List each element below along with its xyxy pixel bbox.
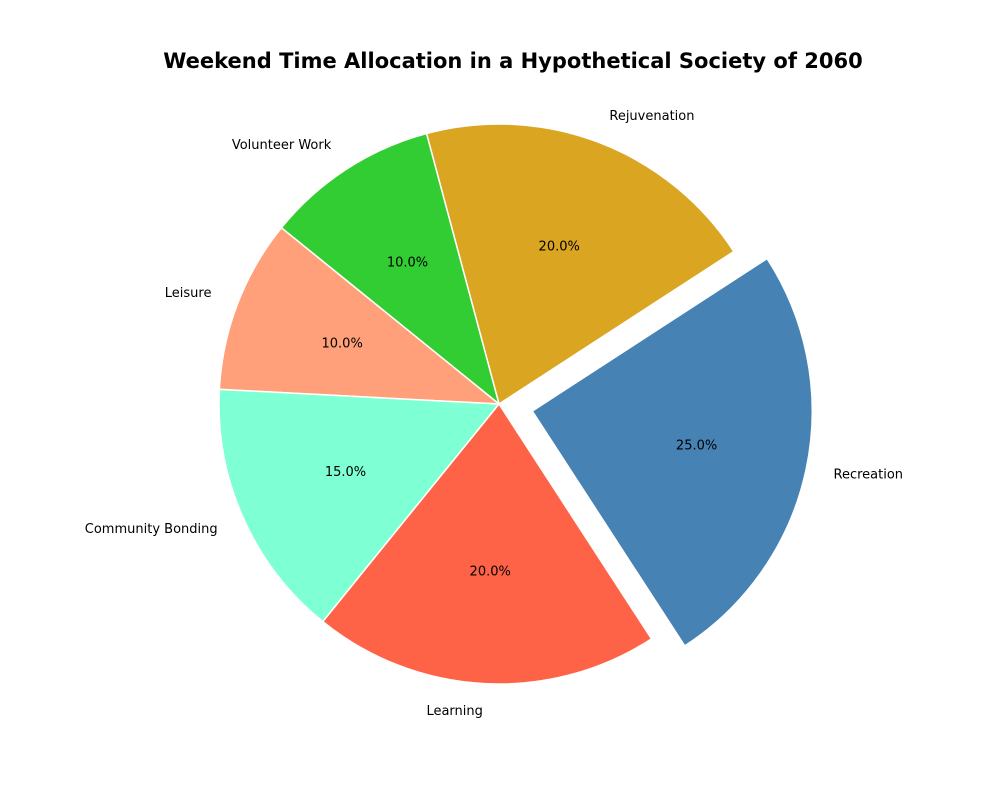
pie-slice-leisure [218, 226, 502, 405]
pie-slice-rejuvenation [425, 123, 735, 406]
pie-labels: Recreation 25.0% Rejuvenation 20.0% Voluntee… [85, 109, 903, 719]
pct-label-learning: 20.0% [470, 564, 511, 579]
pct-label-rejuvenation: 20.0% [539, 240, 580, 255]
pct-label-leisure: 10.0% [322, 336, 363, 351]
slice-label-community-bonding: Community Bonding [85, 522, 218, 537]
pie-slice-community-bonding [218, 388, 501, 623]
slice-label-recreation: Recreation [834, 468, 904, 483]
slice-label-leisure: Leisure [165, 286, 212, 301]
pie-slice-learning [321, 402, 653, 685]
pie-slices [218, 123, 813, 685]
pct-label-recreation: 25.0% [676, 438, 717, 453]
pie-slice-volunteer-work [280, 132, 501, 407]
pie-slice-recreation [531, 257, 813, 647]
slice-label-rejuvenation: Rejuvenation [609, 109, 694, 124]
pct-label-community-bonding: 15.0% [325, 465, 366, 480]
slice-label-learning: Learning [426, 704, 482, 719]
slice-label-volunteer-work: Volunteer Work [232, 138, 332, 153]
pct-label-volunteer-work: 10.0% [387, 256, 428, 271]
chart-title: Weekend Time Allocation in a Hypothetica… [163, 49, 862, 73]
